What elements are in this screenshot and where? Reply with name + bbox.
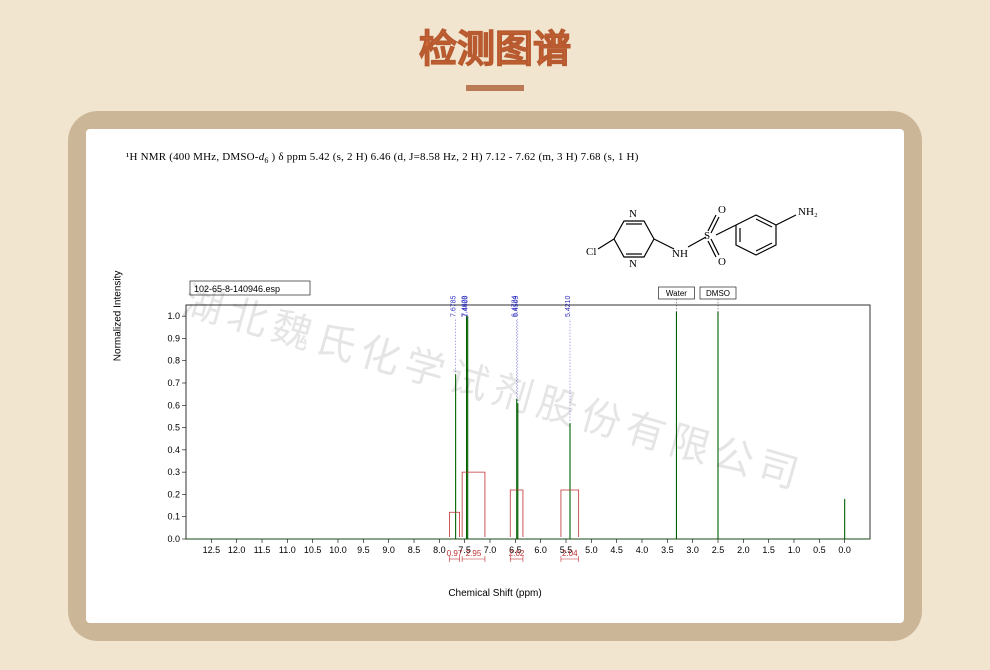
- plot-area: 102-65-8-140946.esp 0.0 0.1 0.2 0.3 0.4 0.5 0.6…: [156, 279, 874, 573]
- svg-text:DMSO: DMSO: [706, 289, 730, 298]
- svg-text:7.6785: 7.6785: [451, 295, 458, 317]
- title-underline: [466, 85, 524, 91]
- svg-text:2.02: 2.02: [509, 549, 525, 558]
- svg-text:8.5: 8.5: [408, 545, 421, 555]
- svg-text:0.0: 0.0: [838, 545, 851, 555]
- nmr-plot: 102-65-8-140946.esp 0.0 0.1 0.2 0.3 0.4 0.5 0.6…: [156, 279, 874, 573]
- molecule-structure: Cl N N NH S O O NH₂: [584, 169, 864, 269]
- svg-text:7.0: 7.0: [484, 545, 497, 555]
- svg-text:11.5: 11.5: [254, 545, 271, 555]
- s-label: S: [704, 230, 710, 242]
- cl-label: Cl: [586, 246, 596, 258]
- o-label-1: O: [718, 204, 726, 216]
- svg-text:0.2: 0.2: [167, 489, 180, 499]
- svg-text:7.4400: 7.4400: [463, 295, 470, 317]
- svg-text:2.5: 2.5: [712, 545, 725, 555]
- svg-text:11.0: 11.0: [279, 545, 296, 555]
- svg-text:0.5: 0.5: [813, 545, 826, 555]
- svg-text:12.5: 12.5: [203, 545, 221, 555]
- svg-text:10.0: 10.0: [329, 545, 347, 555]
- svg-text:3.0: 3.0: [686, 545, 699, 555]
- svg-text:2.0: 2.0: [737, 545, 750, 555]
- svg-text:0.3: 0.3: [167, 467, 180, 477]
- svg-text:5.4210: 5.4210: [565, 295, 572, 317]
- n-label-1: N: [629, 208, 637, 220]
- svg-text:3.5: 3.5: [661, 545, 674, 555]
- svg-text:0.8: 0.8: [167, 356, 180, 366]
- svg-text:12.0: 12.0: [228, 545, 246, 555]
- svg-text:Water: Water: [666, 289, 687, 298]
- nmr-caption: ¹H NMR (400 MHz, DMSO-d6 ) δ ppm 5.42 (s…: [126, 151, 884, 165]
- svg-text:6.0: 6.0: [534, 545, 547, 555]
- svg-text:1.0: 1.0: [788, 545, 801, 555]
- svg-text:5.0: 5.0: [585, 545, 598, 555]
- svg-text:0.7: 0.7: [167, 378, 180, 388]
- y-axis-label: Normalized Intensity: [113, 270, 124, 361]
- svg-text:0.9: 0.9: [167, 333, 180, 343]
- nmr-rest: ) δ ppm 5.42 (s, 2 H) 6.46 (d, J=8.58 Hz…: [269, 151, 639, 163]
- svg-text:8.0: 8.0: [433, 545, 446, 555]
- outer-panel: ¹H NMR (400 MHz, DMSO-d6 ) δ ppm 5.42 (s…: [68, 111, 922, 641]
- nmr-prefix: ¹H NMR (400 MHz, DMSO-: [126, 151, 259, 163]
- svg-text:9.5: 9.5: [357, 545, 370, 555]
- svg-text:1.5: 1.5: [762, 545, 775, 555]
- svg-text:0.97: 0.97: [447, 549, 463, 558]
- svg-text:0.0: 0.0: [167, 534, 180, 544]
- svg-text:0.6: 0.6: [167, 400, 180, 410]
- nh-label: NH: [672, 248, 688, 260]
- o-label-2: O: [718, 256, 726, 268]
- svg-text:6.4509: 6.4509: [513, 295, 520, 317]
- page-title: 检测图谱: [0, 0, 990, 73]
- svg-text:0.4: 0.4: [167, 445, 180, 455]
- svg-text:2.95: 2.95: [466, 549, 482, 558]
- svg-text:10.5: 10.5: [304, 545, 322, 555]
- svg-text:102-65-8-140946.esp: 102-65-8-140946.esp: [194, 284, 280, 294]
- svg-text:4.5: 4.5: [610, 545, 623, 555]
- nh2-label: NH₂: [798, 206, 818, 218]
- svg-text:4.0: 4.0: [636, 545, 649, 555]
- svg-text:0.1: 0.1: [167, 512, 180, 522]
- n-label-2: N: [629, 258, 637, 269]
- chart-card: ¹H NMR (400 MHz, DMSO-d6 ) δ ppm 5.42 (s…: [86, 129, 904, 623]
- svg-text:0.5: 0.5: [167, 423, 180, 433]
- x-axis-label: Chemical Shift (ppm): [448, 588, 541, 599]
- svg-text:2.04: 2.04: [562, 549, 578, 558]
- svg-text:9.0: 9.0: [382, 545, 395, 555]
- svg-text:1.0: 1.0: [167, 311, 180, 321]
